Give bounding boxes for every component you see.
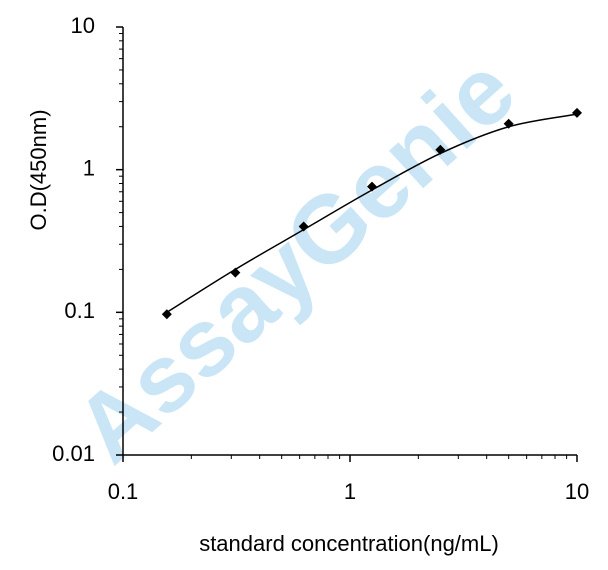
y-tick-label: 1	[83, 155, 95, 180]
x-tick-label: 0.1	[108, 479, 139, 504]
y-tick-label: 0.1	[64, 298, 95, 323]
watermark: AssayGenie	[55, 36, 535, 483]
x-tick-label: 10	[565, 479, 589, 504]
y-axis-label: O.D(450nm)	[26, 109, 51, 230]
data-point	[572, 107, 582, 118]
fit-curve	[166, 113, 578, 313]
x-tick-label: 1	[344, 479, 356, 504]
data-point	[161, 309, 172, 320]
y-tick-label: 0.01	[52, 441, 95, 466]
x-axis-label: standard concentration(ng/mL)	[199, 531, 499, 556]
y-tick-label: 10	[71, 13, 95, 38]
